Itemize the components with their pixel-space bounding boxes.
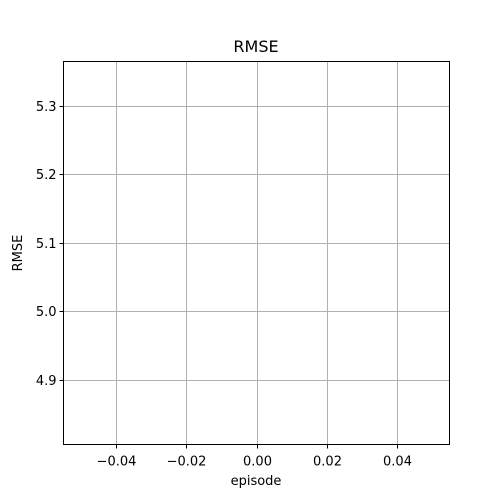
x-tick-label: 0.02 (313, 455, 342, 470)
chart-title: RMSE (233, 37, 278, 56)
grid-lines (64, 62, 450, 445)
x-axis-label: episode (231, 474, 282, 489)
y-ticks: 4.9 5.0 5.1 5.2 5.3 (36, 100, 64, 389)
x-ticks: −0.04 −0.02 0.00 0.02 0.04 (97, 445, 412, 470)
y-tick-label: 4.9 (36, 374, 57, 389)
y-axis-label: RMSE (11, 235, 26, 272)
x-tick-label: −0.02 (167, 455, 207, 470)
y-tick-label: 5.1 (36, 237, 57, 252)
x-tick-label: 0.04 (383, 455, 412, 470)
plot-frame (64, 62, 450, 445)
y-tick-label: 5.3 (36, 100, 57, 115)
x-tick-label: −0.04 (97, 455, 137, 470)
x-tick-label: 0.00 (243, 455, 272, 470)
y-tick-label: 5.2 (36, 168, 57, 183)
y-tick-label: 5.0 (36, 305, 57, 320)
